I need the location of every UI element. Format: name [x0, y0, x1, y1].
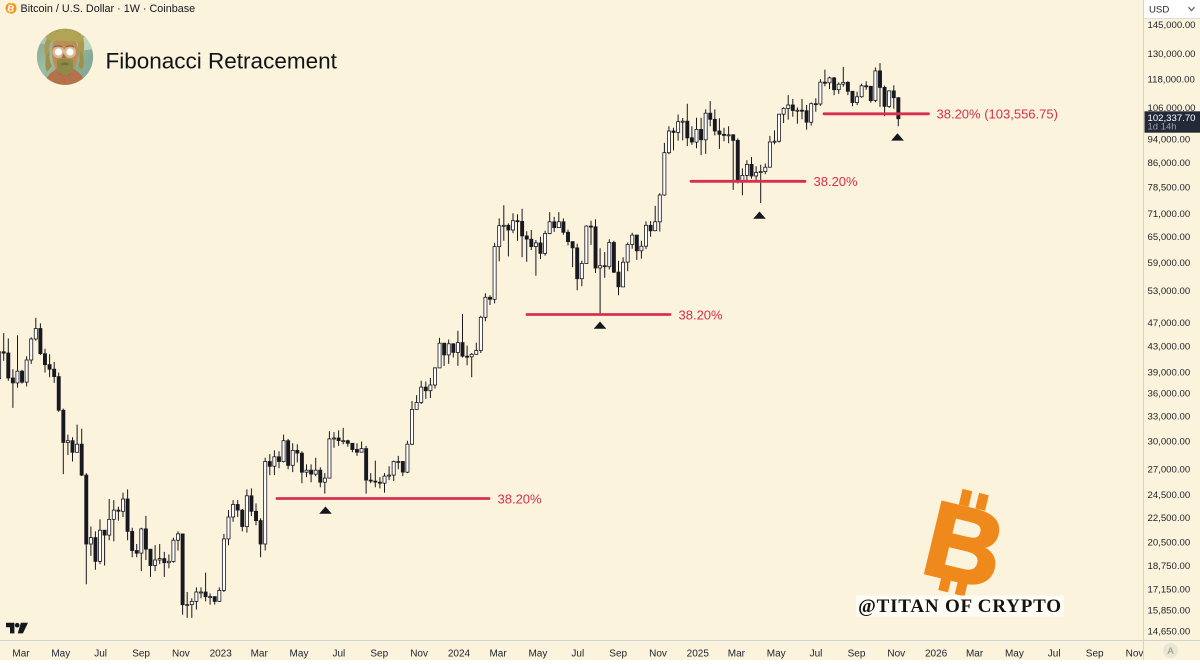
svg-text:Mar: Mar	[489, 649, 507, 660]
svg-text:May: May	[767, 649, 786, 660]
svg-text:65,000.00: 65,000.00	[1148, 232, 1191, 243]
svg-text:Nov: Nov	[172, 649, 190, 660]
svg-text:27,000.00: 27,000.00	[1148, 465, 1191, 476]
svg-text:May: May	[51, 649, 70, 660]
svg-text:38.20%: 38.20%	[498, 491, 543, 506]
svg-text:Mar: Mar	[728, 649, 746, 660]
svg-text:USD: USD	[1149, 5, 1169, 16]
svg-text:130,000.00: 130,000.00	[1148, 49, 1196, 60]
svg-text:Fibonacci Retracement: Fibonacci Retracement	[106, 49, 338, 74]
svg-text:38.20% (103,556.75): 38.20% (103,556.75)	[937, 107, 1058, 122]
svg-text:78,500.00: 78,500.00	[1148, 182, 1191, 193]
svg-text:145,000.00: 145,000.00	[1148, 20, 1196, 31]
svg-text:20,500.00: 20,500.00	[1148, 537, 1191, 548]
svg-text:Jul: Jul	[94, 649, 107, 660]
svg-text:47,000.00: 47,000.00	[1148, 318, 1191, 329]
svg-text:18,750.00: 18,750.00	[1148, 561, 1191, 572]
svg-text:@TITAN OF CRYPTO: @TITAN OF CRYPTO	[858, 596, 1062, 617]
svg-text:May: May	[528, 649, 547, 660]
svg-text:1d 14h: 1d 14h	[1148, 122, 1177, 133]
svg-text:2023: 2023	[210, 649, 233, 660]
svg-text:May: May	[290, 649, 309, 660]
svg-text:Nov: Nov	[1126, 649, 1144, 660]
svg-text:17,150.00: 17,150.00	[1148, 585, 1191, 596]
svg-text:33,000.00: 33,000.00	[1148, 412, 1191, 423]
svg-text:Jul: Jul	[810, 649, 823, 660]
svg-text:Mar: Mar	[966, 649, 984, 660]
svg-text:59,000.00: 59,000.00	[1148, 258, 1191, 269]
svg-text:15,850.00: 15,850.00	[1148, 605, 1191, 616]
svg-text:Sep: Sep	[1086, 649, 1104, 660]
svg-text:86,000.00: 86,000.00	[1148, 158, 1191, 169]
svg-text:2024: 2024	[448, 649, 471, 660]
svg-text:22,500.00: 22,500.00	[1148, 513, 1191, 524]
svg-text:30,000.00: 30,000.00	[1148, 437, 1191, 448]
svg-text:Jul: Jul	[333, 649, 346, 660]
svg-text:Sep: Sep	[848, 649, 866, 660]
svg-text:36,000.00: 36,000.00	[1148, 389, 1191, 400]
svg-text:39,000.00: 39,000.00	[1148, 367, 1191, 378]
svg-text:2025: 2025	[687, 649, 710, 660]
svg-text:Jul: Jul	[571, 649, 584, 660]
svg-text:94,000.00: 94,000.00	[1148, 135, 1191, 146]
svg-text:A: A	[1167, 646, 1174, 657]
svg-text:118,000.00: 118,000.00	[1148, 75, 1195, 86]
svg-text:24,500.00: 24,500.00	[1148, 490, 1191, 501]
svg-text:Sep: Sep	[609, 649, 627, 660]
svg-text:Nov: Nov	[887, 649, 905, 660]
svg-text:May: May	[1005, 649, 1024, 660]
svg-text:Mar: Mar	[12, 649, 30, 660]
svg-text:71,000.00: 71,000.00	[1148, 209, 1191, 220]
svg-text:Bitcoin / U.S. Dollar · 1W · C: Bitcoin / U.S. Dollar · 1W · Coinbase	[21, 3, 196, 15]
svg-text:43,000.00: 43,000.00	[1148, 342, 1191, 353]
svg-text:14,650.00: 14,650.00	[1148, 626, 1191, 637]
svg-text:38.20%: 38.20%	[679, 307, 724, 322]
svg-text:Mar: Mar	[251, 649, 269, 660]
svg-text:Jul: Jul	[1048, 649, 1061, 660]
svg-text:Sep: Sep	[132, 649, 150, 660]
svg-text:Nov: Nov	[410, 649, 428, 660]
svg-text:38.20%: 38.20%	[814, 174, 859, 189]
svg-text:Sep: Sep	[370, 649, 388, 660]
svg-text:2026: 2026	[925, 649, 948, 660]
svg-text:Nov: Nov	[649, 649, 667, 660]
svg-text:53,000.00: 53,000.00	[1148, 286, 1191, 297]
